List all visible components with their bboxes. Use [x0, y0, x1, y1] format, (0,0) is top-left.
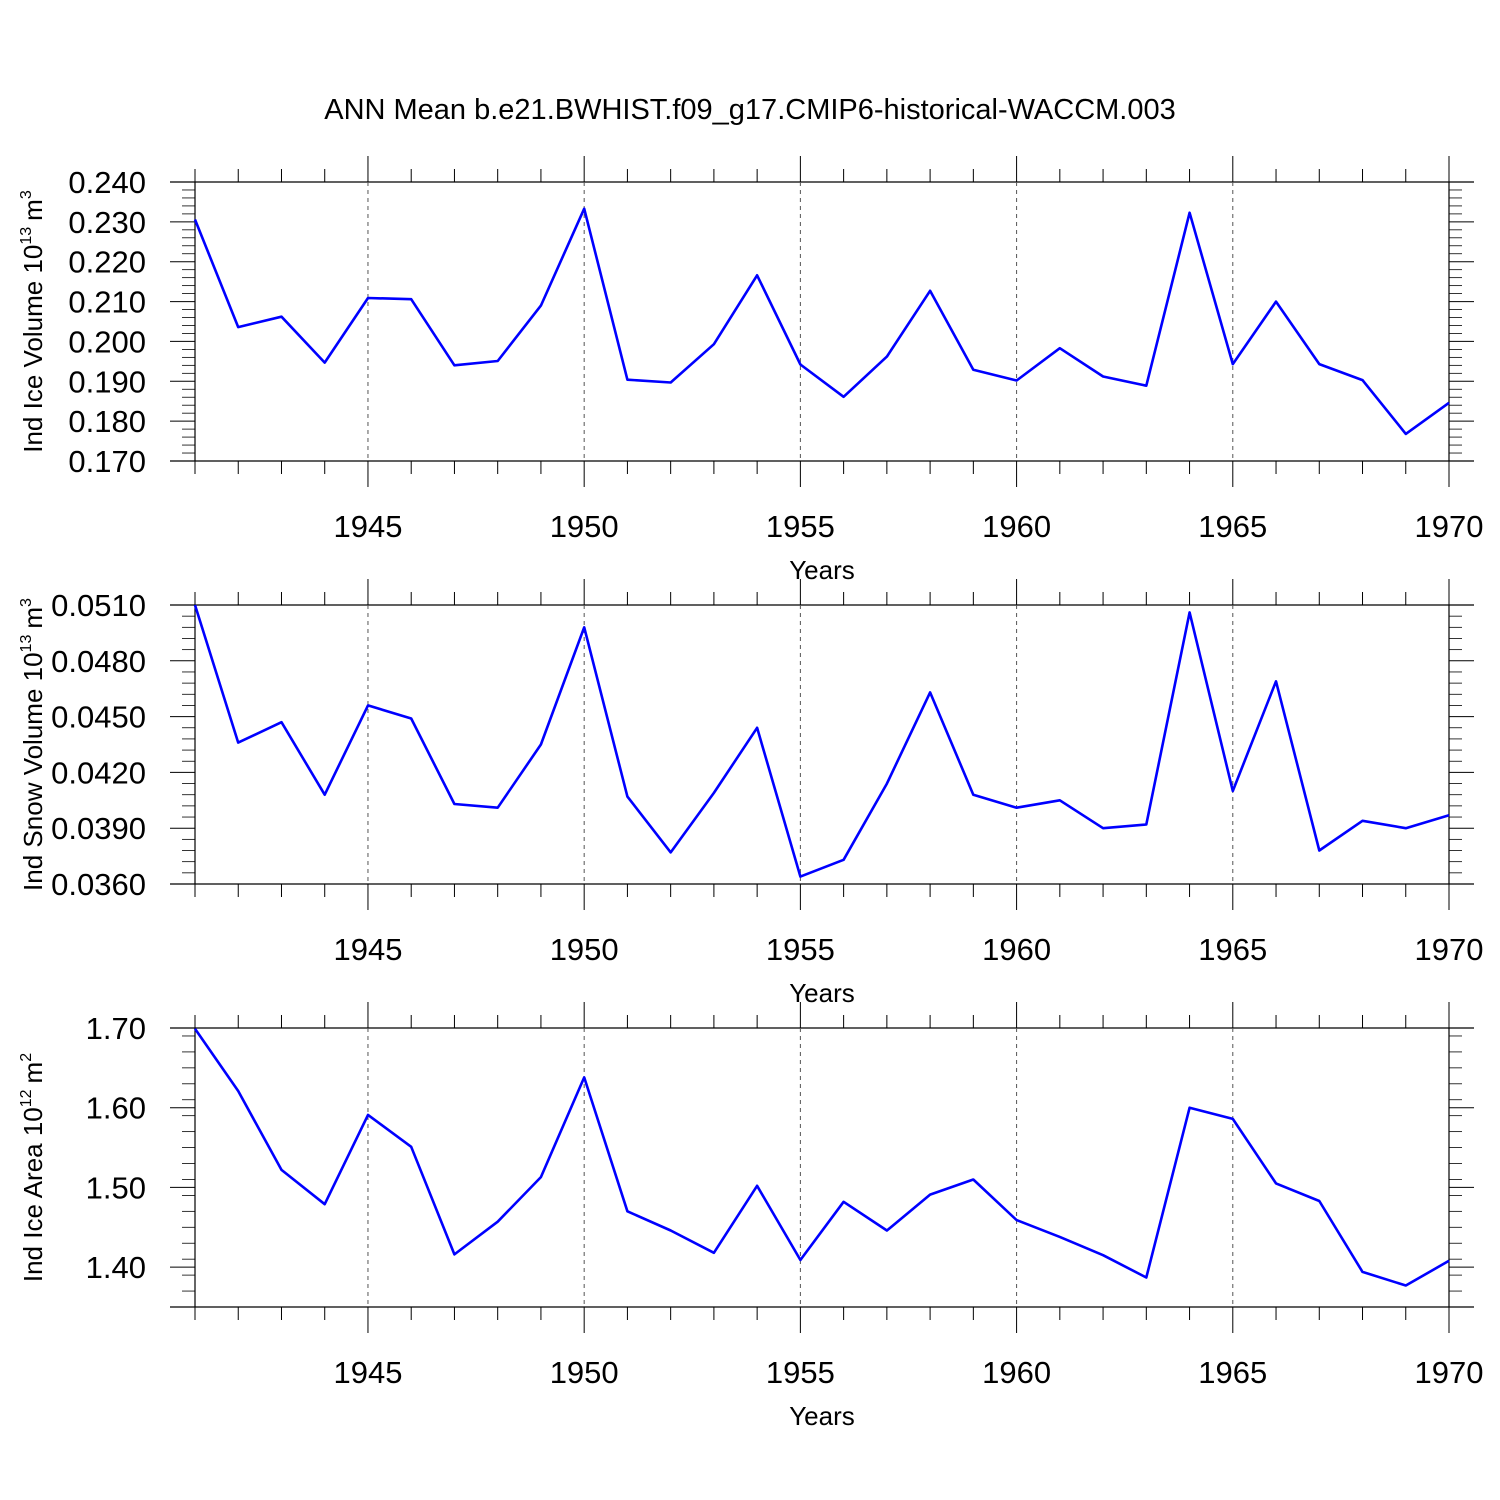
- y-axis-label-unit-exponent: 2: [18, 1053, 35, 1062]
- y-axis-label-unit: m: [18, 607, 48, 629]
- y-tick-label: 0.230: [68, 205, 146, 240]
- y-tick-label: 0.200: [68, 324, 146, 359]
- y-tick-label: 0.190: [68, 364, 146, 399]
- y-tick-label: 1.50: [86, 1170, 146, 1205]
- x-axis-label: Years: [789, 978, 855, 1008]
- y-tick-label: 1.70: [86, 1011, 146, 1046]
- y-axis-label-exponent: 12: [18, 1089, 35, 1107]
- y-axis-label-main: Ind Ice Volume 10: [18, 245, 48, 453]
- y-tick-label: 0.220: [68, 245, 146, 280]
- x-tick-label: 1960: [982, 932, 1051, 967]
- x-tick-label: 1955: [766, 1355, 835, 1390]
- x-tick-label: 1945: [333, 509, 402, 544]
- data-series-line: [193, 604, 1450, 878]
- x-axis-label: Years: [789, 555, 855, 585]
- y-axis-label-main: Ind Snow Volume 10: [18, 652, 48, 891]
- x-tick-label: 1945: [333, 932, 402, 967]
- y-tick-label: 0.0420: [51, 755, 146, 790]
- y-axis-label-exponent: 13: [18, 227, 35, 245]
- x-tick-label: 1960: [982, 509, 1051, 544]
- y-tick-label: 0.210: [68, 285, 146, 320]
- y-axis-label: Ind Snow Volume 1013 m3: [18, 598, 48, 891]
- y-tick-label: 1.60: [86, 1091, 146, 1126]
- y-tick-label: 0.0480: [51, 644, 146, 679]
- y-axis-label-unit: m: [18, 199, 48, 221]
- y-tick-label: 0.0510: [51, 588, 146, 623]
- x-tick-label: 1960: [982, 1355, 1051, 1390]
- y-tick-label: 0.240: [68, 165, 146, 200]
- x-tick-label: 1965: [1198, 932, 1267, 967]
- y-axis-label-unit-exponent: 3: [18, 598, 35, 607]
- data-series-line: [193, 207, 1450, 436]
- x-axis-label: Years: [789, 1401, 855, 1431]
- y-tick-label: 1.40: [86, 1250, 146, 1285]
- x-tick-label: 1950: [550, 509, 619, 544]
- x-tick-label: 1965: [1198, 1355, 1267, 1390]
- y-axis-label-unit: m: [18, 1062, 48, 1084]
- chart-title: ANN Mean b.e21.BWHIST.f09_g17.CMIP6-hist…: [324, 94, 1176, 126]
- y-tick-label: 0.0390: [51, 811, 146, 846]
- x-tick-label: 1950: [550, 932, 619, 967]
- chart-panel-2: 1945 1950 1955 1960 1965 1970 Years 0.0360 0.039…: [18, 579, 1483, 1008]
- chart-panel-3: 1945 1950 1955 1960 1965 1970 Years 1.40 1.50 1.6…: [18, 1002, 1483, 1431]
- y-tick-label: 0.0360: [51, 867, 146, 902]
- x-tick-label: 1970: [1415, 509, 1484, 544]
- y-axis-label: Ind Ice Volume 1013 m3: [18, 190, 48, 453]
- x-tick-label: 1970: [1415, 932, 1484, 967]
- y-tick-label: 0.170: [68, 444, 146, 479]
- y-tick-label: 0.180: [68, 404, 146, 439]
- y-tick-label: 0.0450: [51, 700, 146, 735]
- x-tick-label: 1945: [333, 1355, 402, 1390]
- y-axis-label-unit-exponent: 3: [18, 190, 35, 199]
- y-axis-label-main: Ind Ice Area 10: [18, 1107, 48, 1282]
- x-tick-label: 1950: [550, 1355, 619, 1390]
- chart-panel-1: 1945 1950 1955 1960 1965 1970 Years 0.170 0.180 0…: [18, 156, 1483, 585]
- y-axis-label-exponent: 13: [18, 635, 35, 653]
- x-tick-label: 1955: [766, 509, 835, 544]
- x-tick-label: 1965: [1198, 509, 1267, 544]
- x-tick-label: 1970: [1415, 1355, 1484, 1390]
- y-axis-label: Ind Ice Area 1012 m2: [18, 1053, 48, 1282]
- x-tick-label: 1955: [766, 932, 835, 967]
- data-series-line: [193, 1028, 1450, 1287]
- panels: 1945 1950 1955 1960 1965 1970 Years 0.170 0.180 0…: [18, 156, 1483, 1431]
